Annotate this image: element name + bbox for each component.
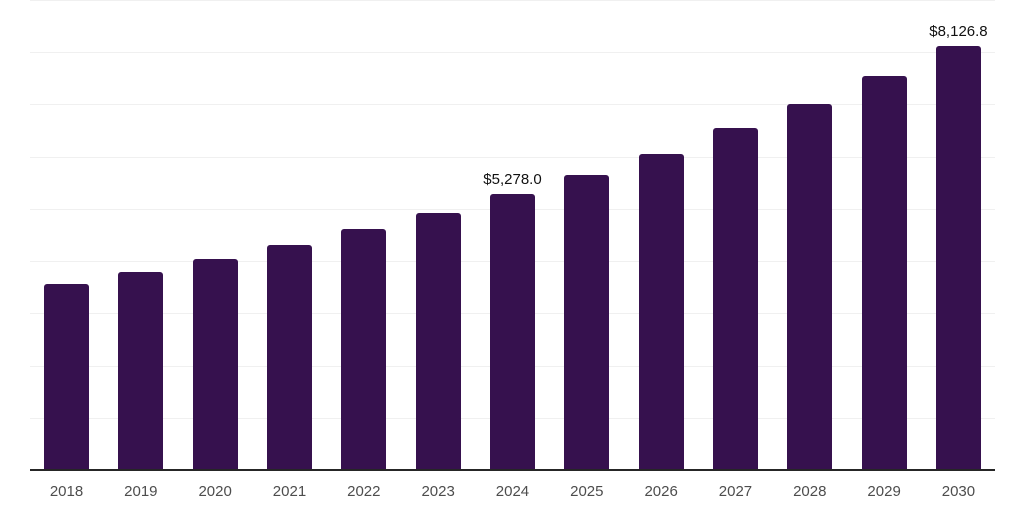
x-tick-label-2023: 2023: [421, 483, 455, 500]
x-tick-label-2029: 2029: [867, 483, 901, 500]
bar-slot-2021: [266, 0, 312, 470]
bar-2024: [489, 194, 535, 470]
plot-area: $5,278.0 $8,126.8: [30, 0, 995, 471]
bar-2020: [192, 259, 238, 470]
x-tick-label-2026: 2026: [644, 483, 678, 500]
x-tick-label-2028: 2028: [793, 483, 827, 500]
bar-slot-2019: [118, 0, 164, 470]
bar-slot-2020: [192, 0, 238, 470]
bar-2025: [564, 174, 610, 470]
bar-slot-2022: [341, 0, 387, 470]
x-tick-label-2030: 2030: [941, 483, 976, 500]
bar-2022: [341, 229, 387, 470]
gridline-8000: [30, 52, 995, 54]
bar-2027: [712, 127, 758, 470]
bar-2019: [118, 272, 164, 470]
x-tick-label-2021: 2021: [272, 483, 307, 500]
bar-slot-2023: [415, 0, 461, 470]
bar-2018: [44, 284, 89, 470]
bar-slot-2030: $8,126.8: [929, 0, 988, 470]
x-tick-label-2027: 2027: [718, 483, 753, 500]
x-tick-label-2022: 2022: [347, 483, 381, 500]
bar-2030: [935, 45, 981, 470]
bar-2023: [415, 213, 461, 470]
x-tick-label-2025: 2025: [570, 483, 604, 500]
bar-slot-2027: [712, 0, 758, 470]
bar-2026: [638, 153, 684, 470]
bar-series: $5,278.0 $8,126.8: [30, 0, 995, 470]
x-tick-label-2019: 2019: [124, 483, 158, 500]
bar-2021: [266, 244, 312, 470]
bar-2029: [861, 75, 907, 470]
bar-slot-2025: [564, 0, 610, 470]
x-axis-line: [30, 469, 995, 471]
gridline-7000: [30, 104, 995, 106]
value-label-2024: $5,278.0: [483, 171, 542, 189]
x-tick-label-2024: 2024: [495, 483, 530, 500]
bar-slot-2028: [787, 0, 833, 470]
bar-slot-2024: $5,278.0: [483, 0, 542, 470]
bar-slot-2018: [44, 0, 89, 470]
value-label-2030: $8,126.8: [929, 22, 988, 40]
x-axis-labels: 2018 2019 2020 2021 2022 2023 2024 2025 2026 2027…: [30, 470, 995, 512]
bar-slot-2029: [861, 0, 907, 470]
bar-slot-2026: [638, 0, 684, 470]
gridline-6000: [30, 156, 995, 158]
x-tick-label-2020: 2020: [198, 483, 232, 500]
bar-2028: [787, 103, 833, 470]
x-tick-label-2018: 2018: [49, 483, 84, 500]
gridline-9000: [30, 0, 995, 1]
